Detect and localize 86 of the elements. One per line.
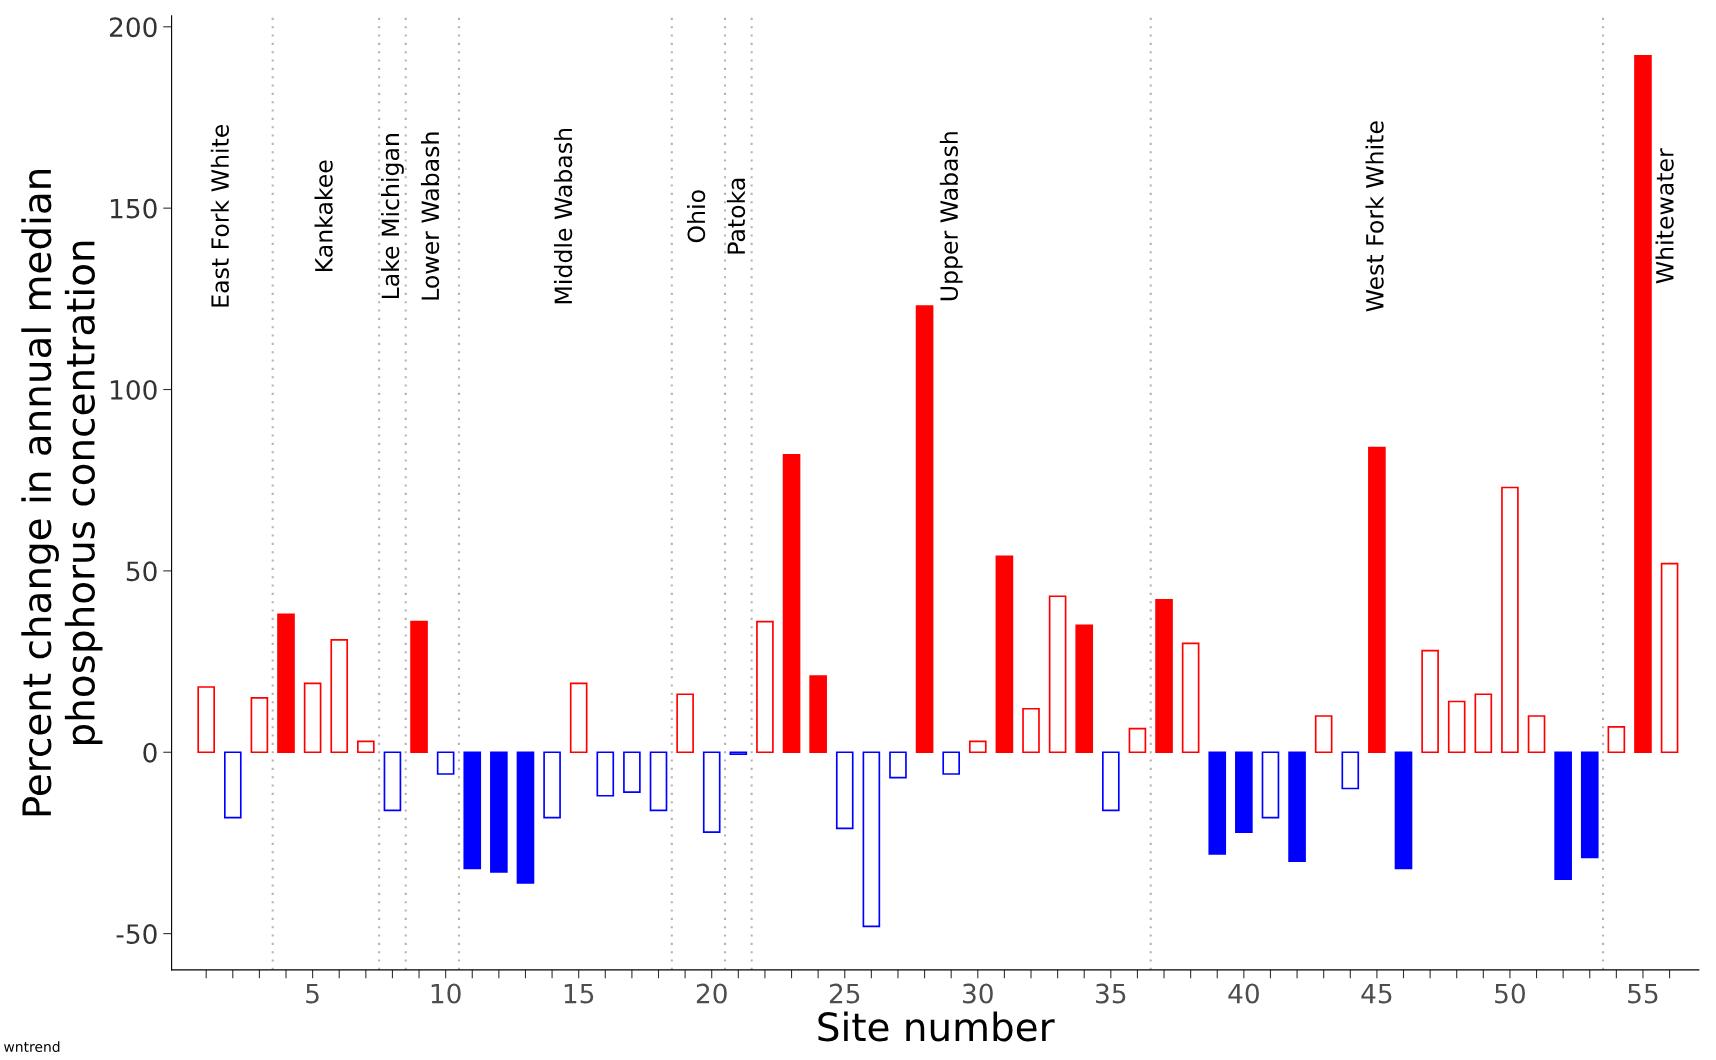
bar: [303, 682, 322, 754]
bar: [1501, 486, 1519, 754]
x-tick-label: 15: [564, 983, 594, 1004]
y-tick-label: -50: [116, 924, 157, 945]
annotation: Whitewater: [1655, 148, 1674, 284]
y-tick-label: 50: [126, 561, 157, 582]
bar: [277, 613, 295, 754]
bar: [223, 751, 242, 819]
bar: [942, 751, 961, 775]
bar: [250, 697, 269, 754]
bar: [1314, 715, 1333, 754]
x-tick-label: 35: [1096, 983, 1126, 1004]
x-tick-label: 50: [1495, 983, 1525, 1004]
bar: [915, 305, 934, 754]
y-tick-label: 200: [109, 17, 157, 38]
bar: [1474, 693, 1493, 754]
bar: [410, 620, 428, 754]
bar: [968, 740, 987, 754]
bar: [357, 740, 375, 754]
bar: [1607, 726, 1626, 754]
bar: [1527, 715, 1546, 754]
bar: [809, 675, 827, 754]
bar: [569, 682, 588, 754]
bar: [1554, 751, 1572, 881]
x-tick-label: 5: [306, 983, 319, 1004]
x-tick-label: 10: [431, 983, 461, 1004]
bar: [623, 751, 641, 793]
text: wntrend: [4, 1041, 60, 1053]
bar: [729, 751, 748, 755]
x-tick-label: 40: [1228, 983, 1259, 1004]
bar: [1181, 642, 1200, 754]
bar: [889, 751, 907, 779]
x-tick-label: 45: [1361, 983, 1392, 1004]
y-axis-title: Percent change in annual median phosphorus concentration: [21, 169, 103, 816]
bar: [1022, 707, 1040, 754]
bar: [1660, 562, 1679, 754]
x-tick-label: 30: [963, 983, 993, 1004]
bar: [1580, 751, 1599, 859]
bar: [1447, 700, 1466, 754]
x-axis-title: Site number: [818, 1011, 1055, 1042]
bar: [676, 693, 694, 754]
y-tick-label: 100: [110, 379, 157, 400]
bar: [1155, 599, 1173, 754]
bar: [516, 751, 535, 884]
annotation: Patoka: [726, 178, 746, 254]
x-tick-label: 20: [696, 983, 727, 1004]
annotation: West Fork White: [1365, 121, 1384, 312]
bar: [835, 751, 854, 830]
annotation: Middle Wabash: [553, 128, 573, 304]
y-tick-label: 150: [110, 198, 157, 219]
bar: [1208, 751, 1227, 855]
bar: [1634, 54, 1652, 754]
bar: [1048, 595, 1067, 754]
bar: [1261, 751, 1280, 819]
bar: [1075, 624, 1094, 754]
bar: [197, 686, 216, 754]
annotation: Lake Michigan: [381, 134, 404, 299]
bar: [1394, 751, 1413, 870]
bar: [596, 751, 615, 797]
bar: [1341, 751, 1360, 790]
x-tick-label: 25: [829, 983, 860, 1004]
bar: [1128, 727, 1147, 754]
bar: [543, 751, 561, 819]
bar: [383, 751, 402, 812]
bar: [463, 751, 482, 870]
bar: [862, 751, 881, 928]
bar: [782, 453, 801, 754]
annotation: Upper Wabash: [939, 132, 963, 301]
bar: [1421, 649, 1439, 754]
bar: [995, 555, 1014, 754]
x-tick-label: 55: [1628, 983, 1658, 1004]
bar: [490, 751, 508, 873]
annotation: Lower Wabash: [420, 132, 440, 300]
bar: [1368, 446, 1386, 754]
bar: [330, 638, 349, 754]
bar: [1235, 751, 1253, 833]
bar: [436, 751, 455, 775]
y-tick-label: 0: [143, 742, 157, 763]
bar: [1288, 751, 1306, 862]
annotation: Kankakee: [314, 160, 333, 271]
bar: [649, 751, 668, 812]
bar: [702, 751, 721, 833]
bar: [1102, 751, 1120, 812]
bar: [756, 620, 774, 754]
annotation: Ohio: [686, 190, 706, 243]
annotation: East Fork White: [210, 124, 229, 307]
